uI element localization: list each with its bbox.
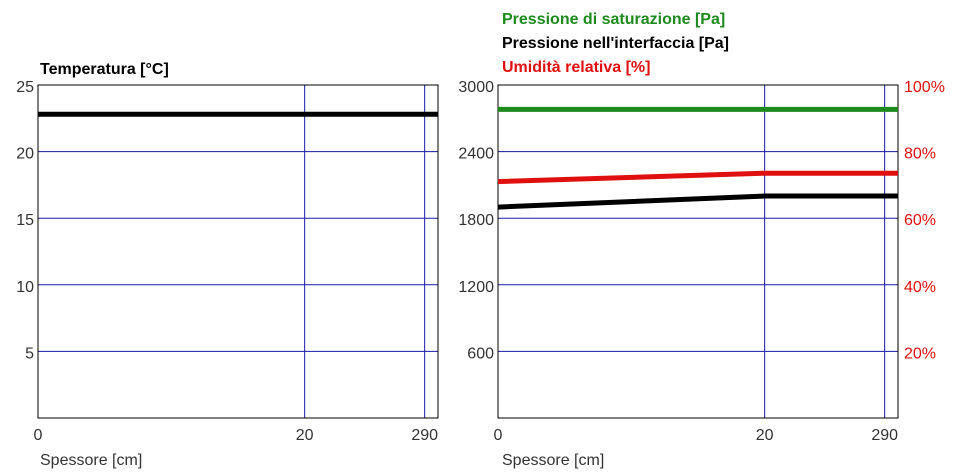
y-tick-label: 20 xyxy=(16,146,34,163)
humidity-y2-ticks: 20% 40% 60% 80% 100% xyxy=(904,79,945,362)
pressure-plot-frame xyxy=(497,84,899,419)
y-tick-label: 25 xyxy=(16,79,34,96)
y2-tick-label: 80% xyxy=(904,146,936,163)
y-tick-label: 2400 xyxy=(458,146,494,163)
x-tick-label: 20 xyxy=(756,427,774,444)
y2-tick-label: 40% xyxy=(904,279,936,296)
y-tick-label: 1200 xyxy=(458,279,494,296)
temperature-y-ticks: 5 10 15 20 25 xyxy=(16,79,34,362)
x-tick-label: 20 xyxy=(296,427,314,444)
y2-tick-label: 60% xyxy=(904,212,936,229)
temperature-x-axis-label: Spessore [cm] xyxy=(40,452,142,469)
x-tick-label: 290 xyxy=(411,427,438,444)
pressure-series-group xyxy=(497,106,898,210)
y-tick-label: 600 xyxy=(467,345,494,362)
temperature-grid xyxy=(38,85,438,418)
legend-saturation-pressure: Pressione di saturazione [Pa] xyxy=(502,11,725,28)
y-tick-label: 5 xyxy=(25,345,34,362)
y-tick-label: 3000 xyxy=(458,79,494,96)
pressure-humidity-chart: Pressione di saturazione [Pa] Pressione … xyxy=(458,11,945,469)
y2-tick-label: 100% xyxy=(904,79,945,96)
pressure-x-ticks: 0 20 290 xyxy=(494,427,899,444)
pressure-grid xyxy=(498,85,898,418)
temperature-plot-frame xyxy=(37,84,439,419)
pressure-y-ticks: 600 1200 1800 2400 3000 xyxy=(458,79,494,362)
pressure-x-axis-label: Spessore [cm] xyxy=(502,452,604,469)
legend-relative-humidity: Umidità relativa [%] xyxy=(502,59,650,76)
temperature-title: Temperatura [°C] xyxy=(40,61,169,78)
y-tick-label: 10 xyxy=(16,279,34,296)
y-tick-label: 15 xyxy=(16,212,34,229)
x-tick-label: 290 xyxy=(871,427,898,444)
temperature-x-ticks: 0 20 290 xyxy=(34,427,439,444)
temperature-chart: Temperatura [°C] 5 10 15 20 25 0 20 290 Spesso… xyxy=(16,61,439,469)
legend-interface-pressure: Pressione nell'interfaccia [Pa] xyxy=(502,35,729,52)
x-tick-label: 0 xyxy=(494,427,503,444)
y-tick-label: 1800 xyxy=(458,212,494,229)
y2-tick-label: 20% xyxy=(904,345,936,362)
x-tick-label: 0 xyxy=(34,427,43,444)
series-line-2 xyxy=(497,170,898,185)
series-line-1 xyxy=(497,193,898,210)
